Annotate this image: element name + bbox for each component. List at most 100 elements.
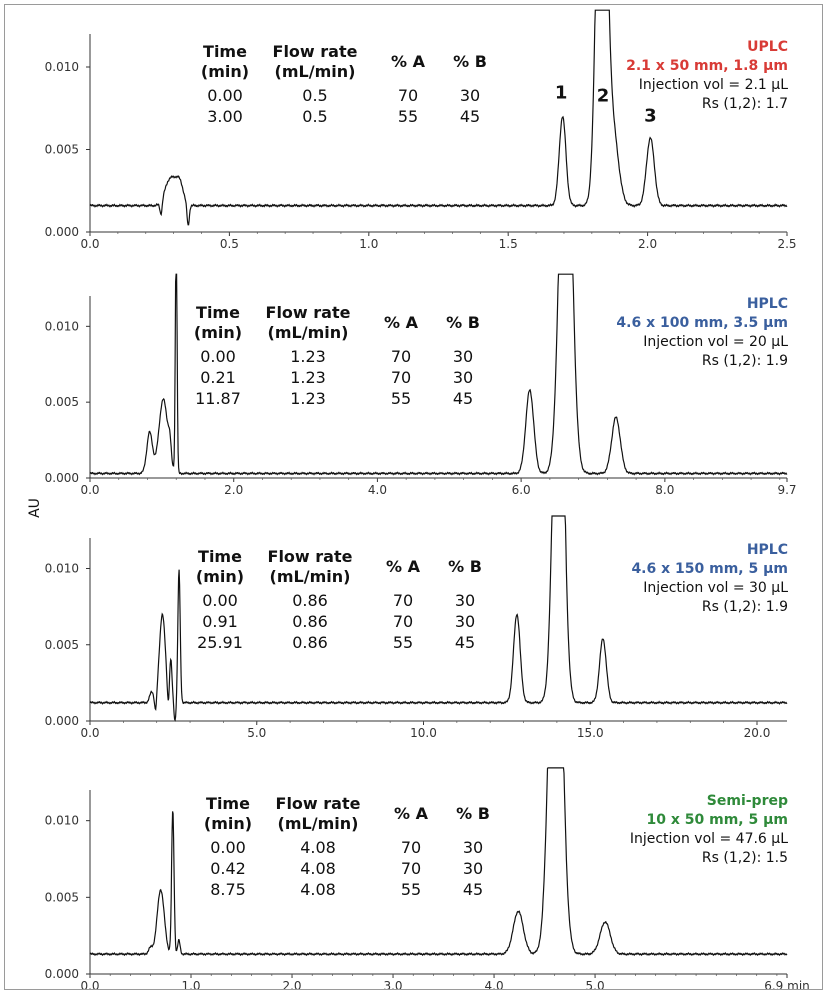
gradient-header: Time: [196, 303, 240, 322]
chromatogram-trace: [89, 767, 788, 957]
gradient-cell: 30: [453, 368, 473, 387]
column-title: UPLC: [747, 39, 788, 55]
chromatogram-panel: 0.0 2.0 4.0 6.0 8.0 9.7 0.000 0.005 0.010 Time(mi…: [45, 273, 797, 497]
x-tick-label: 2.0: [638, 237, 657, 251]
gradient-cell: 1.23: [290, 389, 326, 408]
resolution: Rs (1,2): 1.5: [702, 850, 788, 866]
peak-label: 3: [644, 105, 657, 126]
y-tick-label: 0.005: [45, 890, 79, 904]
gradient-header: Time: [206, 794, 250, 813]
gradient-cell: 70: [393, 591, 413, 610]
gradient-cell: 70: [401, 859, 421, 878]
y-tick-label: 0.005: [45, 143, 79, 157]
gradient-header: % A: [391, 52, 426, 71]
gradient-cell: 0.5: [302, 86, 327, 105]
gradient-header: Time: [198, 547, 242, 566]
y-tick-label: 0.000: [45, 714, 79, 728]
peak-label: 1: [555, 82, 568, 103]
y-tick-label: 0.010: [45, 562, 79, 576]
column-title: Semi-prep: [707, 793, 788, 809]
column-spec: 4.6 x 150 mm, 5 µm: [631, 561, 788, 577]
x-tick-label: 1.0: [359, 237, 378, 251]
gradient-cell: 4.08: [300, 880, 336, 899]
y-axis-label: AU: [27, 498, 43, 518]
gradient-cell: 30: [460, 86, 480, 105]
gradient-cell: 0.91: [202, 612, 238, 631]
resolution: Rs (1,2): 1.9: [702, 353, 788, 369]
x-tick-label: 0.0: [80, 483, 99, 497]
y-tick-label: 0.000: [45, 225, 79, 239]
resolution: Rs (1,2): 1.9: [702, 599, 788, 615]
gradient-cell: 55: [401, 880, 421, 899]
gradient-header-unit: (min): [201, 62, 249, 81]
gradient-cell: 0.21: [200, 368, 236, 387]
gradient-header: % B: [448, 557, 482, 576]
gradient-cell: 45: [460, 107, 480, 126]
gradient-header: Flow rate: [266, 303, 351, 322]
x-tick-label: 0.0: [80, 237, 99, 251]
gradient-cell: 70: [391, 347, 411, 366]
gradient-cell: 30: [455, 591, 475, 610]
x-tick-label: 2.0: [224, 483, 243, 497]
gradient-header: % B: [456, 804, 490, 823]
gradient-cell: 0.00: [207, 86, 243, 105]
gradient-header: Flow rate: [273, 42, 358, 61]
gradient-cell: 70: [391, 368, 411, 387]
y-tick-label: 0.005: [45, 638, 79, 652]
gradient-cell: 0.00: [200, 347, 236, 366]
x-tick-label: 0.5: [220, 237, 239, 251]
gradient-cell: 70: [393, 612, 413, 631]
y-tick-label: 0.010: [45, 60, 79, 74]
gradient-cell: 70: [401, 838, 421, 857]
x-tick-label: 4.0: [368, 483, 387, 497]
gradient-cell: 30: [463, 859, 483, 878]
gradient-cell: 30: [453, 347, 473, 366]
gradient-header-unit: (min): [204, 814, 252, 833]
x-tick-label: 1.5: [499, 237, 518, 251]
y-tick-label: 0.005: [45, 395, 79, 409]
gradient-cell: 8.75: [210, 880, 246, 899]
x-tick-label: 8.0: [655, 483, 674, 497]
gradient-header: Flow rate: [268, 547, 353, 566]
x-tick-label: 10.0: [410, 726, 437, 740]
resolution: Rs (1,2): 1.7: [702, 96, 788, 112]
x-tick-label: 9.7: [777, 483, 796, 497]
x-tick-label: 5.0: [247, 726, 266, 740]
gradient-cell: 4.08: [300, 859, 336, 878]
x-tick-label: 0.0: [80, 726, 99, 740]
gradient-cell: 1.23: [290, 347, 326, 366]
gradient-cell: 0.86: [292, 591, 328, 610]
chromatogram-trace: [89, 9, 788, 226]
gradient-header: % A: [384, 313, 419, 332]
y-tick-label: 0.010: [45, 814, 79, 828]
chromatogram-panel: 0.0 0.5 1.0 1.5 2.0 2.5 0.000 0.005 0.010 1 2 3 Time…: [45, 9, 797, 251]
injection-volume: Injection vol = 20 µL: [643, 334, 788, 350]
gradient-cell: 45: [455, 633, 475, 652]
injection-volume: Injection vol = 30 µL: [643, 580, 788, 596]
gradient-cell: 0.42: [210, 859, 246, 878]
x-tick-label: 20.0: [744, 726, 771, 740]
gradient-cell: 0.5: [302, 107, 327, 126]
figure-frame: [4, 4, 823, 990]
gradient-cell: 30: [463, 838, 483, 857]
peak-label: 2: [597, 86, 610, 107]
column-spec: 4.6 x 100 mm, 3.5 µm: [616, 315, 788, 331]
gradient-header: % B: [446, 313, 480, 332]
column-title: HPLC: [747, 296, 788, 312]
y-tick-label: 0.000: [45, 471, 79, 485]
gradient-cell: 4.08: [300, 838, 336, 857]
injection-volume: Injection vol = 47.6 µL: [630, 831, 788, 847]
chromatogram-panel: 0.0 5.0 10.0 15.0 20.0 0.000 0.005 0.010 Time(mi…: [45, 515, 788, 740]
gradient-header-unit: (min): [196, 567, 244, 586]
column-spec: 10 x 50 mm, 5 µm: [647, 812, 789, 828]
y-tick-label: 0.000: [45, 967, 79, 981]
gradient-header: Time: [203, 42, 247, 61]
chromatogram-trace: [89, 515, 788, 722]
gradient-cell: 30: [455, 612, 475, 631]
gradient-header-unit: (mL/min): [270, 567, 351, 586]
gradient-cell: 55: [391, 389, 411, 408]
column-spec: 2.1 x 50 mm, 1.8 µm: [626, 58, 788, 74]
y-tick-label: 0.010: [45, 319, 79, 333]
gradient-header: % A: [386, 557, 421, 576]
